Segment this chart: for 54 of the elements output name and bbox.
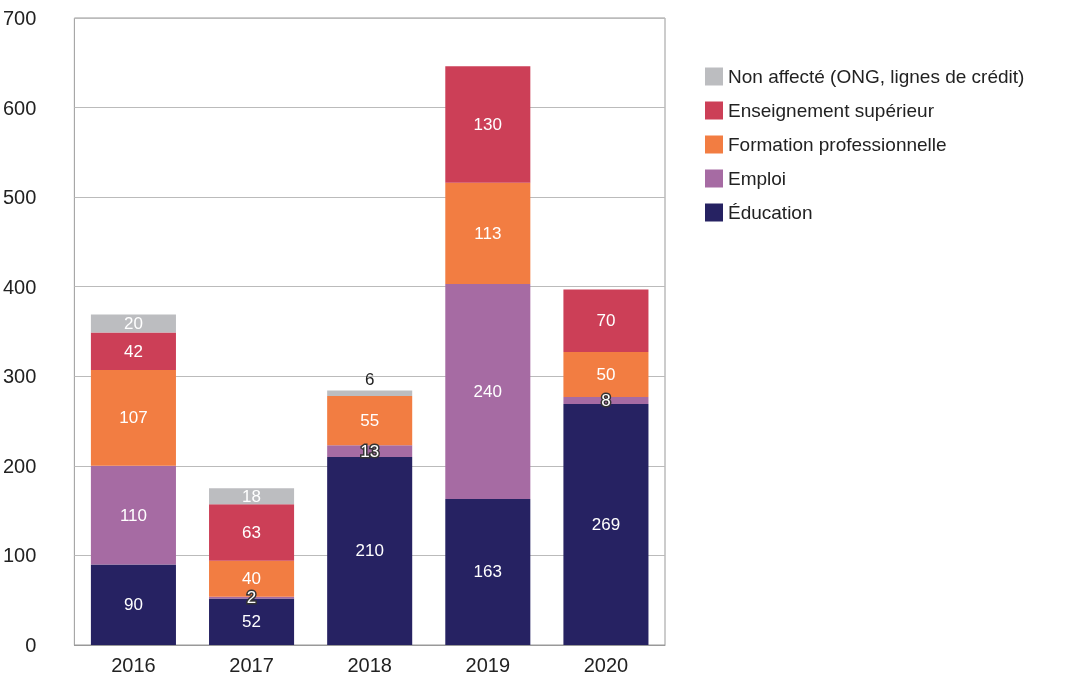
data-label: 210	[355, 541, 384, 561]
y-tick-label: 0	[25, 634, 37, 656]
x-tick-label: 2016	[111, 654, 156, 676]
y-tick-label: 700	[2, 7, 37, 29]
bar	[445, 499, 531, 645]
bar	[209, 504, 295, 561]
y-tick-label: 300	[2, 365, 37, 388]
bar	[90, 332, 176, 371]
bar	[90, 465, 176, 565]
y-tick-label: 600	[2, 96, 37, 119]
legend-label: Éducation	[728, 202, 813, 223]
bar	[445, 284, 531, 499]
bar	[90, 314, 176, 333]
data-label: 50	[596, 364, 616, 384]
y-tick-label: 400	[2, 275, 37, 298]
bar	[327, 456, 413, 645]
data-label: 269	[591, 515, 621, 535]
bar	[90, 370, 176, 466]
data-label: 40	[242, 569, 262, 589]
data-label: 20	[123, 313, 143, 333]
legend-label: Formation professionnelle	[728, 134, 947, 155]
bar	[445, 182, 531, 285]
bar	[445, 66, 531, 183]
legend-label: Non affecté (ONG, lignes de crédit)	[728, 66, 1025, 87]
bar	[563, 404, 649, 645]
legend-label: Emploi	[728, 168, 787, 189]
y-tick-label: 200	[2, 454, 37, 477]
x-tick-label: 2020	[583, 654, 629, 676]
y-tick-label: 500	[2, 186, 37, 209]
data-label: 107	[119, 408, 148, 428]
data-label: 113	[474, 223, 502, 243]
data-label: 163	[473, 562, 502, 582]
data-label: 240	[473, 382, 502, 402]
data-label: 55	[360, 411, 380, 431]
data-label: 110	[119, 505, 147, 525]
bar	[563, 289, 649, 353]
x-tick-label: 2017	[229, 654, 274, 676]
bar	[90, 564, 176, 645]
data-label: 63	[242, 523, 262, 543]
data-label: 18	[242, 486, 262, 506]
data-label: 13	[360, 441, 380, 461]
bar	[327, 395, 413, 446]
x-tick-label: 2019	[465, 654, 511, 676]
bar	[209, 488, 295, 505]
data-label: 130	[473, 115, 502, 135]
data-label: 6	[364, 369, 375, 389]
bar	[327, 390, 413, 396]
data-label: 70	[596, 311, 616, 331]
x-tick-label: 2018	[347, 654, 392, 676]
data-label: 42	[123, 341, 143, 361]
data-label: 90	[123, 595, 143, 615]
y-tick-label: 100	[2, 544, 37, 567]
data-label: 52	[242, 612, 262, 632]
legend-label: Enseignement supérieur	[728, 100, 935, 121]
